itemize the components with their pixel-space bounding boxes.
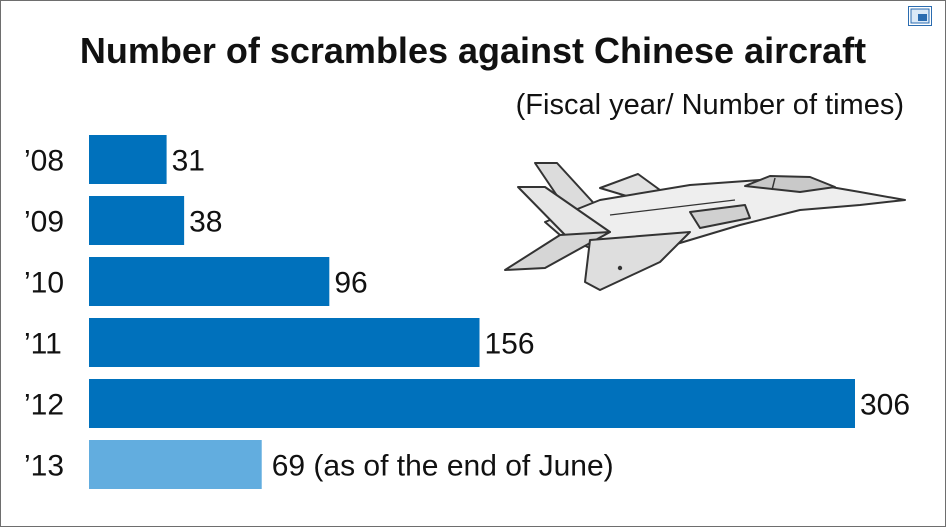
bar: [89, 257, 330, 306]
value-label: 156: [485, 328, 535, 361]
category-label: ’13: [24, 450, 64, 483]
expand-icon[interactable]: [908, 6, 932, 26]
chart-subtitle: (Fiscal year/ Number of times): [515, 89, 904, 121]
chart-title: Number of scrambles against Chinese airc…: [79, 30, 867, 71]
category-label: ’11: [24, 328, 62, 361]
bar: [89, 379, 855, 428]
value-label: 69 (as of the end of June): [272, 450, 614, 483]
category-label: ’09: [24, 206, 64, 239]
bar: [89, 135, 167, 184]
value-label: 96: [334, 267, 367, 300]
fighter-jet-icon: [504, 162, 906, 291]
bar: [89, 440, 262, 489]
value-label: 31: [172, 145, 205, 178]
bar: [89, 196, 185, 245]
value-label: 306: [860, 389, 910, 422]
bar: [89, 318, 480, 367]
category-label: ’10: [24, 267, 64, 300]
value-label: 38: [189, 206, 222, 239]
category-label: ’08: [24, 145, 64, 178]
category-label: ’12: [24, 389, 64, 422]
